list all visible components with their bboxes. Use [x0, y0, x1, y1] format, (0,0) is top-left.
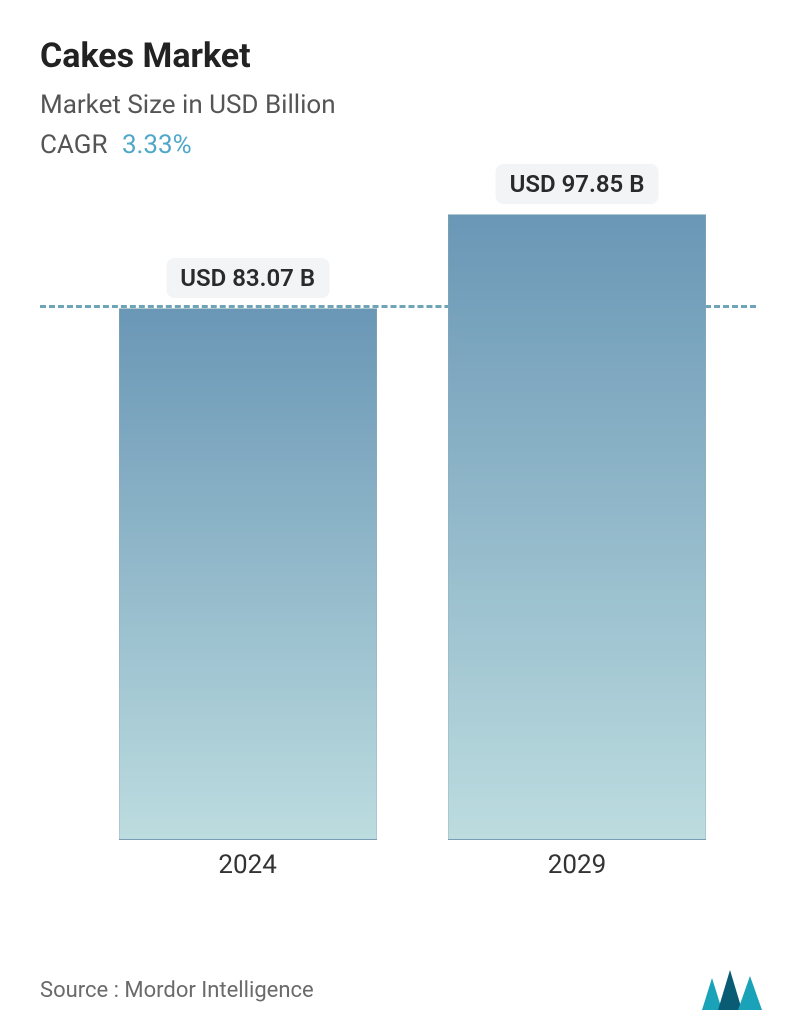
cagr-value: 3.33%	[122, 130, 192, 160]
cagr-label: CAGR	[40, 130, 107, 160]
value-label-2024: USD 83.07 B	[166, 258, 329, 298]
x-label-2029: 2029	[548, 850, 606, 880]
cagr-row: CAGR 3.33%	[40, 130, 756, 160]
x-label-2024: 2024	[218, 850, 276, 880]
value-label-2029: USD 97.85 B	[496, 164, 659, 204]
chart-footer: Source : Mordor Intelligence	[40, 970, 768, 1010]
bar-2029	[448, 214, 706, 840]
chart-subtitle: Market Size in USD Billion	[40, 90, 756, 120]
source-attribution: Source : Mordor Intelligence	[40, 978, 314, 1003]
bar-2024	[119, 308, 377, 840]
page-title: Cakes Market	[40, 36, 756, 76]
brand-logo-icon	[702, 970, 768, 1010]
chart-plot-area: USD 83.07 B USD 97.85 B	[40, 200, 756, 840]
x-axis: 2024 2029	[40, 840, 756, 900]
bar-chart: USD 83.07 B USD 97.85 B 2024 2029	[40, 200, 756, 900]
